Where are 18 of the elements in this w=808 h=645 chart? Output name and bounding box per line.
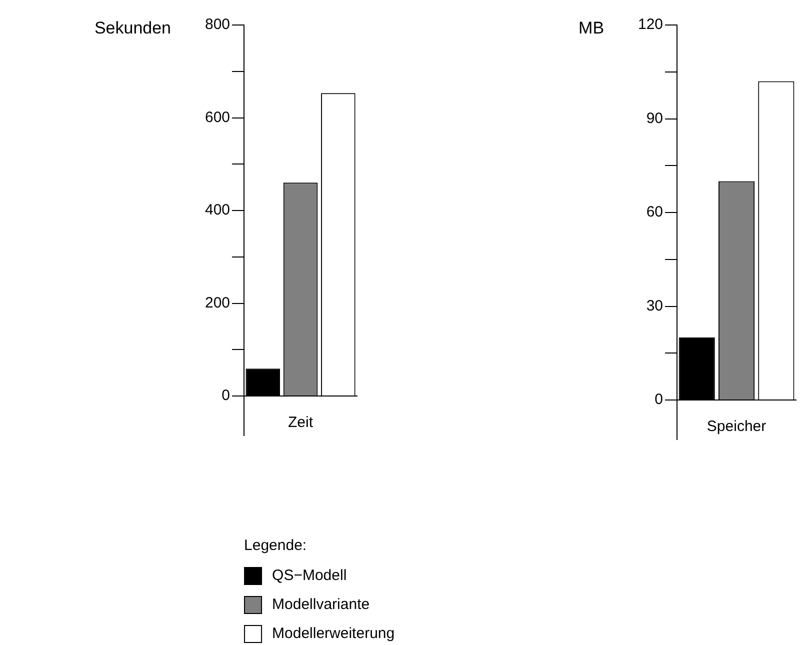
y-axis-title: MB [578,18,604,38]
y-tick-label: 0 [654,391,664,408]
y-tick-label: 600 [204,108,230,126]
legend-label: Modellerweiterung [272,625,395,642]
legend-label: Modellvariante [272,596,370,614]
legend-title: Legende: [244,537,307,554]
y-axis-title: Sekunden [94,18,172,38]
y-tick-label: 0 [222,387,230,404]
y-tick-label: 120 [638,16,664,34]
x-tick-label: Speicher [706,418,766,436]
y-tick-label: 30 [646,297,664,314]
x-tick-label: Zeit [288,414,314,432]
y-tick-label: 800 [204,16,230,34]
legend-label: QS−Modell [272,567,347,584]
y-tick-label: 90 [646,110,664,127]
y-tick-label: 60 [646,204,664,221]
y-tick-label: 200 [204,294,230,312]
y-tick-label: 400 [204,202,230,219]
